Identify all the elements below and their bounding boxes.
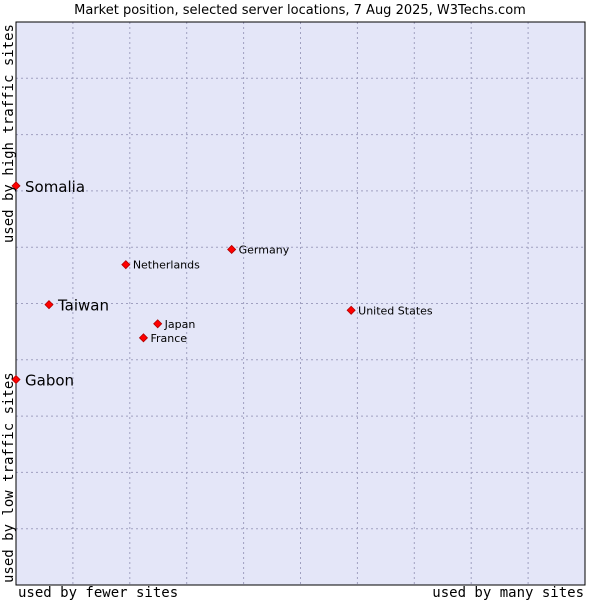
point-marker-germany: [227, 244, 237, 255]
point-label-taiwan: Taiwan: [57, 297, 109, 315]
point-netherlands: Netherlands: [121, 259, 200, 272]
point-label-france: France: [150, 332, 187, 345]
point-label-germany: Germany: [239, 243, 290, 256]
point-label-united-states: United States: [358, 304, 433, 317]
point-label-somalia: Somalia: [25, 178, 85, 196]
x-axis-label-right: used by many sites: [432, 585, 584, 600]
point-somalia: Somalia: [11, 178, 85, 196]
point-gabon: Gabon: [11, 372, 74, 390]
point-taiwan: Taiwan: [44, 297, 109, 315]
grid-lines: [16, 22, 585, 585]
point-label-netherlands: Netherlands: [133, 259, 200, 272]
point-germany: Germany: [227, 243, 290, 256]
chart-title: Market position, selected server locatio…: [74, 3, 526, 18]
y-axis-label-top: used by high traffic sites: [1, 24, 17, 243]
point-marker-taiwan: [44, 300, 54, 310]
point-label-japan: Japan: [164, 318, 196, 331]
point-france: France: [138, 332, 187, 345]
data-points: Somalia Germany Netherlands Taiwan United St…: [11, 178, 433, 390]
point-label-gabon: Gabon: [25, 372, 74, 390]
point-japan: Japan: [153, 318, 196, 331]
plot-border: [15, 21, 586, 586]
point-marker-netherlands: [121, 260, 131, 270]
point-marker-japan: [153, 319, 163, 329]
y-axis-label-bottom: used by low traffic sites: [1, 372, 17, 583]
point-marker-gabon: [11, 374, 21, 385]
point-marker-united-states: [346, 305, 356, 315]
point-marker-somalia: [11, 181, 21, 191]
x-axis-label-left: used by fewer sites: [18, 585, 178, 600]
point-united-states: United States: [346, 304, 433, 317]
point-marker-france: [138, 333, 149, 343]
